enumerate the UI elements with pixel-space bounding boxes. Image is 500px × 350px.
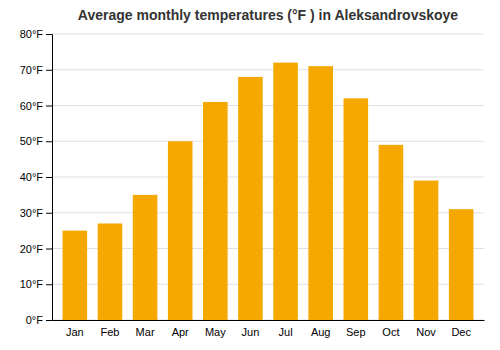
bar [63,231,88,320]
x-tick-label: Aug [311,326,331,338]
x-tick: Sep [346,320,366,338]
y-tick-line [46,70,52,71]
bar [133,195,158,320]
x-tick-label: Jul [279,326,293,338]
x-tick: Aug [311,320,331,338]
x-axis-line [53,320,485,321]
y-tick-label: 10°F [20,278,44,290]
bar [238,77,263,320]
plot-area: Jan Feb Mar Apr May Jun Jul Aug Sep Oct Nov Dec 0°F 1… [20,28,485,338]
y-tick-label: 40°F [20,171,44,183]
x-tick-label: Nov [416,326,436,338]
y-tick-line [46,34,52,35]
y-tick-label: 50°F [20,135,44,147]
x-tick: Dec [451,320,471,338]
x-tick-label: Jan [66,326,84,338]
x-tick-label: May [205,326,226,338]
y-tick-line [46,320,52,321]
bar [308,66,333,320]
y-tick-label: 60°F [20,100,44,112]
grid-line [52,177,484,178]
bar [379,145,404,320]
x-tick: Jan [66,320,84,338]
y-tick: 60°F [20,100,52,112]
x-tick: Jun [242,320,260,338]
bar [273,63,298,320]
x-tick: Mar [136,320,155,338]
y-tick: 30°F [20,207,52,219]
y-tick: 10°F [20,278,52,290]
x-axis: Jan Feb Mar Apr May Jun Jul Aug Sep Oct Nov Dec [53,320,485,338]
grid-line [52,141,484,142]
chart-title: Average monthly temperatures (°F ) in Al… [78,7,459,23]
y-tick-line [46,213,52,214]
x-tick-label: Oct [382,326,399,338]
x-tick: Oct [382,320,399,338]
x-tick-label: Mar [136,326,155,338]
y-tick-line [46,284,52,285]
y-tick-label: 80°F [20,28,44,40]
chart-container: Average monthly temperatures (°F ) in Al… [0,0,500,350]
bar [449,209,474,320]
y-tick: 0°F [26,314,52,326]
bar [344,98,369,320]
y-tick-label: 0°F [26,314,44,326]
bar [203,102,228,320]
y-tick: 70°F [20,64,52,76]
bar [414,181,439,320]
y-axis: 0°F 10°F 20°F 30°F 40°F 50°F 60°F 70°F 80°F [20,28,53,326]
bar [168,141,193,320]
x-tick: May [205,320,226,338]
y-axis-line [46,35,53,321]
y-tick: 50°F [20,135,52,147]
y-tick-line [46,106,52,107]
y-tick-line [46,249,52,250]
grid [52,34,484,320]
y-tick-label: 70°F [20,64,44,76]
y-tick-line [46,141,52,142]
grid-line [52,105,484,106]
y-tick: 40°F [20,171,52,183]
x-tick: Nov [416,320,436,338]
y-tick-label: 20°F [20,243,44,255]
x-tick: Feb [100,320,119,338]
chart-svg: Average monthly temperatures (°F ) in Al… [0,0,500,350]
grid-line [52,34,484,35]
x-tick-label: Sep [346,326,366,338]
y-tick-label: 30°F [20,207,44,219]
x-tick-label: Apr [172,326,189,338]
y-tick-line [46,177,52,178]
y-tick: 20°F [20,243,52,255]
x-tick-label: Dec [451,326,471,338]
x-tick: Jul [279,320,293,338]
x-tick-label: Jun [242,326,260,338]
x-tick: Apr [172,320,189,338]
grid-line [52,69,484,70]
y-tick: 80°F [20,28,52,40]
x-tick-label: Feb [100,326,119,338]
bars [63,63,474,320]
bar [98,223,123,320]
